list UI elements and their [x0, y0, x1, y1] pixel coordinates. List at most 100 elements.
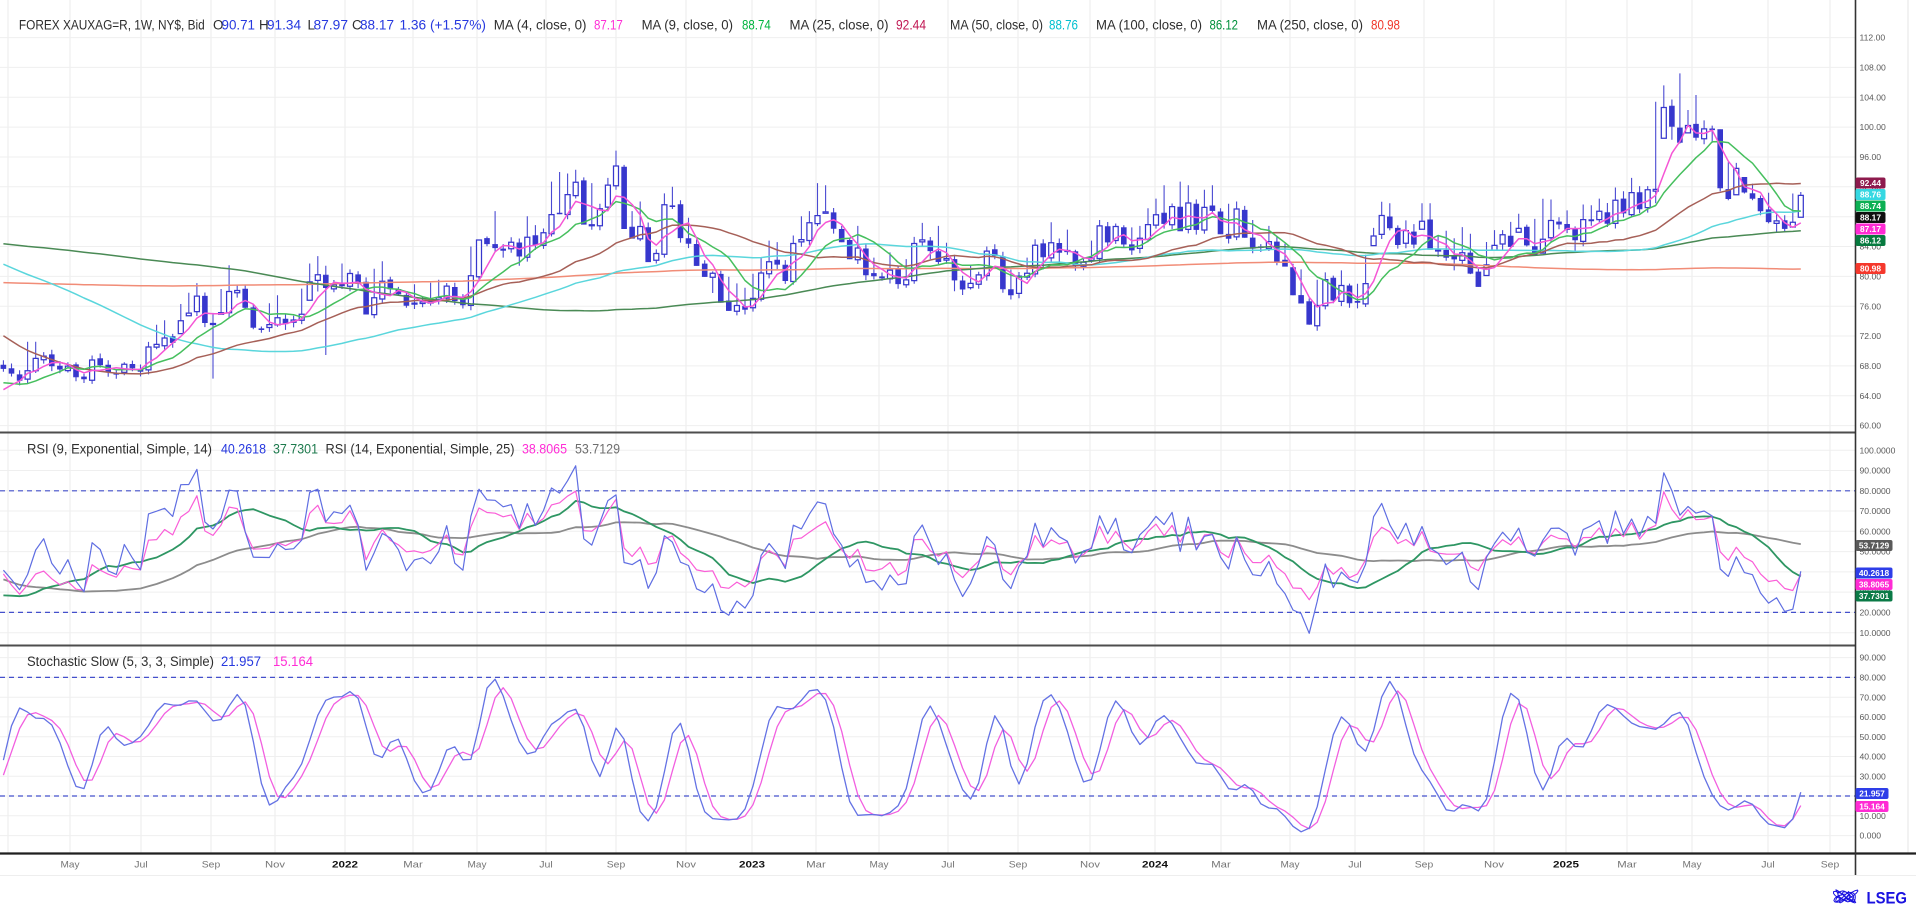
- svg-text:80.98: 80.98: [1860, 264, 1881, 274]
- svg-text:88.74: 88.74: [1860, 201, 1881, 211]
- svg-text:Sep: Sep: [607, 860, 626, 871]
- svg-text:90.71: 90.71: [222, 18, 256, 33]
- svg-text:60.0000: 60.0000: [1860, 526, 1891, 536]
- svg-text:0.000: 0.000: [1860, 831, 1882, 841]
- svg-text:C: C: [352, 18, 362, 33]
- svg-text:21.957: 21.957: [1859, 789, 1885, 799]
- svg-text:60.00: 60.00: [1860, 421, 1882, 431]
- svg-text:2024: 2024: [1142, 860, 1169, 871]
- svg-text:Sep: Sep: [1009, 860, 1028, 871]
- svg-text:15.164: 15.164: [1859, 802, 1885, 812]
- svg-text:Sep: Sep: [1821, 860, 1840, 871]
- svg-text:May: May: [1683, 860, 1702, 871]
- svg-text:88.17: 88.17: [360, 18, 394, 33]
- svg-text:Mar: Mar: [1617, 860, 1637, 871]
- svg-text:Nov: Nov: [1484, 860, 1504, 871]
- svg-text:Jul: Jul: [1348, 860, 1362, 871]
- svg-text:108.00: 108.00: [1860, 63, 1887, 73]
- svg-text:60.000: 60.000: [1860, 712, 1887, 722]
- svg-text:70.000: 70.000: [1860, 692, 1887, 702]
- svg-text:80.00: 80.00: [1860, 272, 1882, 282]
- svg-text:38.8065: 38.8065: [1859, 580, 1890, 590]
- svg-text:10.0000: 10.0000: [1860, 628, 1891, 638]
- svg-text:Jul: Jul: [539, 860, 553, 871]
- svg-text:RSI (9, Exponential, Simple, 1: RSI (9, Exponential, Simple, 14): [27, 442, 212, 457]
- svg-text:50.0000: 50.0000: [1860, 547, 1891, 557]
- svg-text:88.76: 88.76: [1860, 190, 1881, 200]
- svg-text:88.17: 88.17: [1860, 213, 1881, 223]
- svg-text:86.12: 86.12: [1210, 18, 1239, 33]
- svg-text:88.76: 88.76: [1049, 18, 1078, 33]
- svg-text:21.957: 21.957: [221, 654, 261, 669]
- svg-text:76.00: 76.00: [1860, 301, 1882, 311]
- svg-text:2023: 2023: [739, 860, 765, 871]
- svg-text:1.36 (+1.57%): 1.36 (+1.57%): [400, 18, 487, 33]
- svg-text:MA (100, close, 0): MA (100, close, 0): [1096, 18, 1202, 33]
- svg-text:2022: 2022: [332, 860, 358, 871]
- svg-text:112.00: 112.00: [1860, 33, 1886, 43]
- svg-text:FOREX XAUXAG=R, 1W, NY$, Bid: FOREX XAUXAG=R, 1W, NY$, Bid: [19, 18, 205, 33]
- svg-text:May: May: [61, 860, 80, 871]
- svg-text:37.7301: 37.7301: [273, 442, 318, 457]
- svg-text:L: L: [308, 18, 315, 33]
- svg-text:Mar: Mar: [403, 860, 423, 871]
- svg-text:Nov: Nov: [265, 860, 285, 871]
- svg-text:80.98: 80.98: [1371, 18, 1400, 33]
- svg-text:38.8065: 38.8065: [522, 442, 567, 457]
- svg-text:May: May: [1281, 860, 1300, 871]
- svg-text:40.000: 40.000: [1860, 752, 1887, 762]
- svg-text:MA (4, close, 0): MA (4, close, 0): [494, 18, 587, 33]
- svg-text:Jul: Jul: [134, 860, 148, 871]
- svg-text:May: May: [870, 860, 889, 871]
- svg-text:90.0000: 90.0000: [1860, 466, 1891, 476]
- svg-text:100.00: 100.00: [1860, 122, 1887, 132]
- svg-text:40.2618: 40.2618: [221, 442, 266, 457]
- svg-text:64.00: 64.00: [1860, 391, 1882, 401]
- svg-text:90.000: 90.000: [1860, 653, 1887, 663]
- svg-text:84.00: 84.00: [1860, 242, 1882, 252]
- svg-text:Jul: Jul: [941, 860, 955, 871]
- svg-text:86.12: 86.12: [1860, 236, 1881, 246]
- svg-text:50.000: 50.000: [1860, 732, 1887, 742]
- svg-text:68.00: 68.00: [1860, 361, 1882, 371]
- svg-text:20.0000: 20.0000: [1860, 608, 1891, 618]
- svg-text:MA (50, close, 0): MA (50, close, 0): [950, 18, 1043, 33]
- svg-text:91.34: 91.34: [267, 18, 302, 33]
- svg-text:Nov: Nov: [676, 860, 696, 871]
- svg-text:MA (250, close, 0): MA (250, close, 0): [1257, 18, 1363, 33]
- svg-text:May: May: [468, 860, 487, 871]
- svg-text:70.0000: 70.0000: [1860, 506, 1891, 516]
- svg-text:MA (25, close, 0): MA (25, close, 0): [790, 18, 889, 33]
- svg-text:Stochastic Slow (5, 3, 3, Simp: Stochastic Slow (5, 3, 3, Simple): [27, 654, 214, 669]
- svg-text:87.17: 87.17: [594, 18, 623, 33]
- svg-text:O: O: [213, 18, 223, 33]
- svg-text:92.44: 92.44: [896, 18, 926, 33]
- svg-text:Nov: Nov: [1080, 860, 1100, 871]
- svg-text:Sep: Sep: [1415, 860, 1434, 871]
- svg-text:53.7129: 53.7129: [575, 442, 620, 457]
- svg-text:LSEG: LSEG: [1867, 890, 1908, 905]
- svg-text:Mar: Mar: [806, 860, 826, 871]
- svg-text:87.17: 87.17: [1860, 224, 1881, 234]
- svg-text:87.97: 87.97: [314, 18, 349, 33]
- svg-text:Sep: Sep: [202, 860, 221, 871]
- svg-text:88.74: 88.74: [742, 18, 771, 33]
- svg-text:RSI (14, Exponential, Simple,: RSI (14, Exponential, Simple, 25): [326, 442, 515, 457]
- svg-text:96.00: 96.00: [1860, 152, 1882, 162]
- svg-text:104.00: 104.00: [1860, 92, 1887, 102]
- svg-text:30.000: 30.000: [1860, 771, 1887, 781]
- svg-text:MA (9, close, 0): MA (9, close, 0): [642, 18, 733, 33]
- svg-text:37.7301: 37.7301: [1859, 591, 1890, 601]
- svg-text:2025: 2025: [1553, 860, 1580, 871]
- svg-text:92.44: 92.44: [1860, 178, 1881, 188]
- svg-text:H: H: [259, 18, 269, 33]
- svg-text:100.0000: 100.0000: [1860, 445, 1896, 455]
- svg-text:53.7129: 53.7129: [1859, 541, 1890, 551]
- svg-text:40.2618: 40.2618: [1859, 568, 1890, 578]
- svg-text:72.00: 72.00: [1860, 331, 1882, 341]
- svg-text:Jul: Jul: [1761, 860, 1775, 871]
- svg-text:Mar: Mar: [1211, 860, 1231, 871]
- svg-text:10.000: 10.000: [1860, 811, 1887, 821]
- svg-text:80.000: 80.000: [1860, 673, 1887, 683]
- svg-text:80.0000: 80.0000: [1860, 486, 1891, 496]
